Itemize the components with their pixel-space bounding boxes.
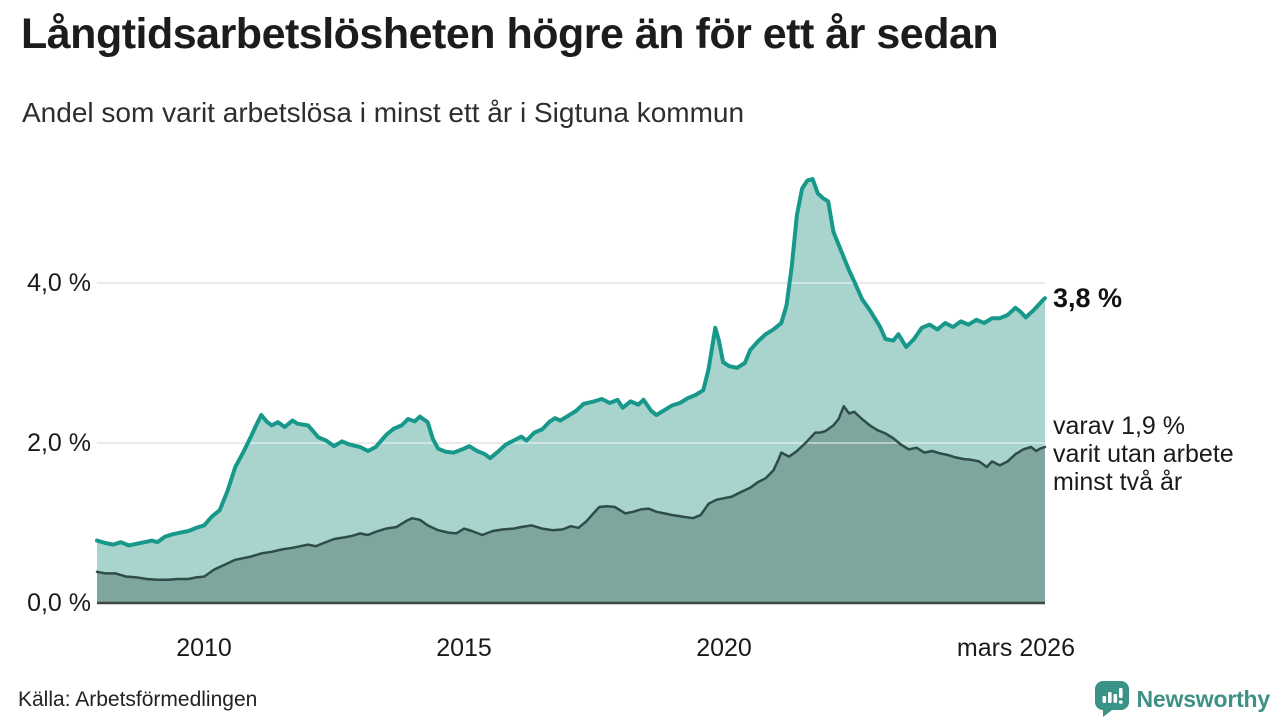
- newsworthy-logo-icon: [1094, 681, 1129, 717]
- y-axis-tick-2: 2,0 %: [27, 429, 91, 457]
- secondary-series-annotation: varav 1,9 % varit utan arbete minst två …: [1053, 412, 1234, 496]
- newsworthy-brand-name: Newsworthy: [1136, 685, 1271, 712]
- y-axis-tick-0: 0,0 %: [27, 589, 91, 617]
- x-axis-tick-mars-2026: mars 2026: [956, 634, 1075, 662]
- x-axis-tick-2020: 2020: [696, 634, 752, 662]
- source-credit: Källa: Arbetsförmedlingen: [18, 688, 258, 711]
- series-line: [95, 177, 1047, 548]
- series-line: [95, 404, 1047, 582]
- series-area: [97, 406, 1045, 603]
- x-axis-tick-2010: 2010: [176, 634, 232, 662]
- annotation-line-2: varit utan arbete: [1053, 440, 1234, 468]
- x-axis-tick-2015: 2015: [436, 634, 492, 662]
- latest-value-label: 3,8 %: [1053, 283, 1123, 313]
- annotation-line-1: varav 1,9 %: [1053, 412, 1186, 440]
- annotation-line-3: minst två år: [1053, 468, 1183, 496]
- page-title: Långtidsarbetslösheten högre än för ett …: [21, 10, 999, 58]
- y-axis-tick-4: 4,0 %: [27, 269, 91, 297]
- newsworthy-brand-link[interactable]: Newsworthy: [1094, 681, 1271, 717]
- chart-subtitle: Andel som varit arbetslösa i minst ett å…: [22, 97, 745, 128]
